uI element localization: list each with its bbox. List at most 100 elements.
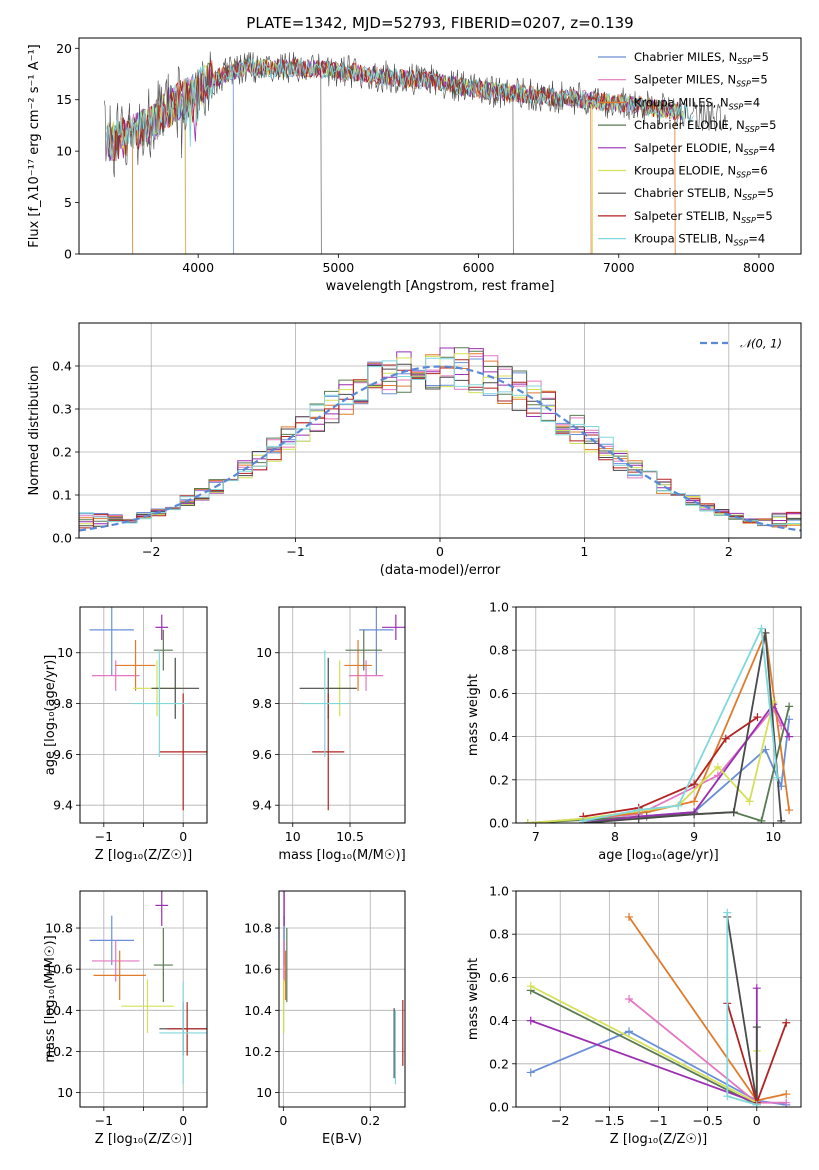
weight-marker: [785, 732, 794, 741]
legend-label: Chabrier MILES, NSSP=5: [634, 50, 769, 66]
weight-marker: [782, 1098, 791, 1107]
y-tick-label: 0.8: [489, 643, 509, 658]
panel-age_vs_mass: 10 10.5 9.4 9.6 9.8 10 mass [log₁₀(M/M☉)]: [252, 606, 406, 863]
legend-label: Chabrier ELODIE, NSSP=5: [634, 118, 776, 134]
weight-marker: [721, 734, 730, 743]
y-tick-label: 10: [256, 645, 272, 660]
series-line-8: [106, 58, 695, 162]
weight-marker: [690, 780, 699, 789]
error-point: [301, 650, 348, 757]
x-tick-label: 2: [725, 544, 733, 559]
weight-line-0: [583, 719, 790, 822]
x-tick-label: −0.5: [692, 1113, 722, 1128]
y-tick-label: 10.2: [45, 1044, 73, 1059]
weight-marker: [757, 816, 766, 823]
error-point: [91, 940, 140, 982]
x-tick-label: 0.2: [360, 1113, 380, 1128]
axes-frame: [78, 322, 802, 539]
error-point: [382, 614, 405, 641]
weight-marker: [690, 810, 699, 819]
plot-area: [103, 51, 727, 254]
y-tick-label: 0.4: [52, 359, 72, 374]
y-tick-label: 10: [56, 144, 72, 159]
weight-marker: [625, 912, 634, 921]
weight-marker: [729, 808, 738, 817]
x-tick-label: 8: [611, 829, 619, 844]
y-tick-label: 9.8: [252, 696, 272, 711]
x-tick-label: 7: [532, 829, 540, 844]
y-tick-label: 0: [64, 247, 72, 262]
y-tick-label: 10.6: [45, 962, 73, 977]
legend-label: 𝒩(0, 1): [740, 337, 782, 351]
y-tick-label: 9.8: [53, 696, 73, 711]
grid: [516, 607, 801, 823]
weight-marker: [752, 1100, 761, 1107]
y-tick-label: 0.2: [489, 772, 509, 787]
y-tick-label: 0.6: [489, 970, 509, 985]
legend-label: Kroupa MILES, NSSP=4: [634, 95, 760, 111]
plot-area: [516, 891, 801, 1107]
weight-marker: [773, 773, 782, 782]
y-axis-label: mass weight: [466, 674, 481, 756]
x-tick-label: 1: [580, 544, 588, 559]
axes-frame: [79, 606, 208, 824]
plot-area: [279, 607, 405, 823]
data-layer: [89, 607, 207, 811]
x-tick-label: 4000: [182, 260, 214, 275]
weight-marker: [579, 816, 588, 823]
y-tick-label: 0.4: [489, 729, 509, 744]
x-axis-label: wavelength [Angstrom, rest frame]: [326, 279, 555, 294]
plot-area: [279, 891, 405, 1107]
x-axis-label: (data-model)/error: [380, 563, 501, 578]
data-layer: [89, 891, 207, 1085]
weight-marker: [526, 1068, 535, 1077]
panel-spectrum: 4000 5000 6000 7000 8000 0 5 10 15 20 wavelength […: [27, 14, 802, 294]
legend: 𝒩(0, 1): [700, 337, 782, 351]
x-tick-label: −1.5: [594, 1113, 624, 1128]
weight-marker: [785, 806, 794, 815]
y-axis-label: mass [log₁₀(M/M☉)]: [43, 935, 58, 1062]
x-axis-label: age [log₁₀(age/yr)]: [598, 848, 719, 863]
weight-line-3: [530, 989, 758, 1106]
y-tick-label: 0.8: [489, 927, 509, 942]
y-tick-label: 9.6: [252, 747, 272, 762]
x-axis-label: Z [log₁₀(Z/Z☉)]: [610, 1132, 707, 1147]
legend-label: Chabrier STELIB, NSSP=5: [634, 186, 774, 202]
error-point: [359, 607, 394, 676]
x-tick-label: 0: [179, 829, 187, 844]
normal-curve: [79, 365, 801, 532]
weight-marker: [777, 816, 786, 823]
legend-label: Kroupa STELIB, NSSP=4: [634, 232, 765, 248]
y-tick-label: 10.4: [45, 1003, 73, 1018]
error-point: [133, 650, 186, 757]
weight-line-6: [726, 916, 758, 1103]
y-tick-label: 0.1: [52, 488, 72, 503]
error-point: [155, 614, 169, 641]
x-tick-label: −2: [142, 544, 160, 559]
y-tick-label: 0.0: [489, 1100, 509, 1115]
x-axis-label: mass [log₁₀(M/M☉)]: [278, 848, 405, 863]
x-tick-label: 0: [436, 544, 444, 559]
grid: [516, 891, 801, 1107]
x-tick-label: 5000: [322, 260, 354, 275]
weight-marker: [745, 797, 754, 806]
grid: [279, 891, 405, 1107]
weight-marker: [523, 819, 532, 823]
y-axis-label: mass weight: [466, 958, 481, 1040]
error-point: [155, 891, 169, 926]
y-tick-label: 20: [56, 41, 72, 56]
y-tick-label: 0.4: [489, 1013, 509, 1028]
panel-mass_vs_Z: −1 0 10 10.2 10.4 10.6 10.8 Z [log₁₀(Z/Z☉)] mass…: [43, 890, 208, 1147]
y-tick-label: 0.2: [52, 445, 72, 460]
plot-area: [80, 891, 207, 1107]
y-tick-label: 9.6: [53, 747, 73, 762]
error-point: [153, 928, 173, 1003]
x-tick-label: 9: [690, 829, 698, 844]
weight-line-5: [530, 985, 758, 1105]
weight-marker: [785, 702, 794, 711]
y-tick-label: 0.0: [52, 531, 72, 546]
panel-weight_vs_Z: −2 −1.5 −1 −0.5 0 0.0 0.2 0.4 0.6 0.8 1.0 Z [log₁₀(…: [466, 884, 802, 1147]
error-point: [89, 607, 134, 676]
panel-mass_vs_ebv: 0 0.2 10 10.2 10.4 10.6 10.8 E(B-V): [244, 890, 406, 1147]
